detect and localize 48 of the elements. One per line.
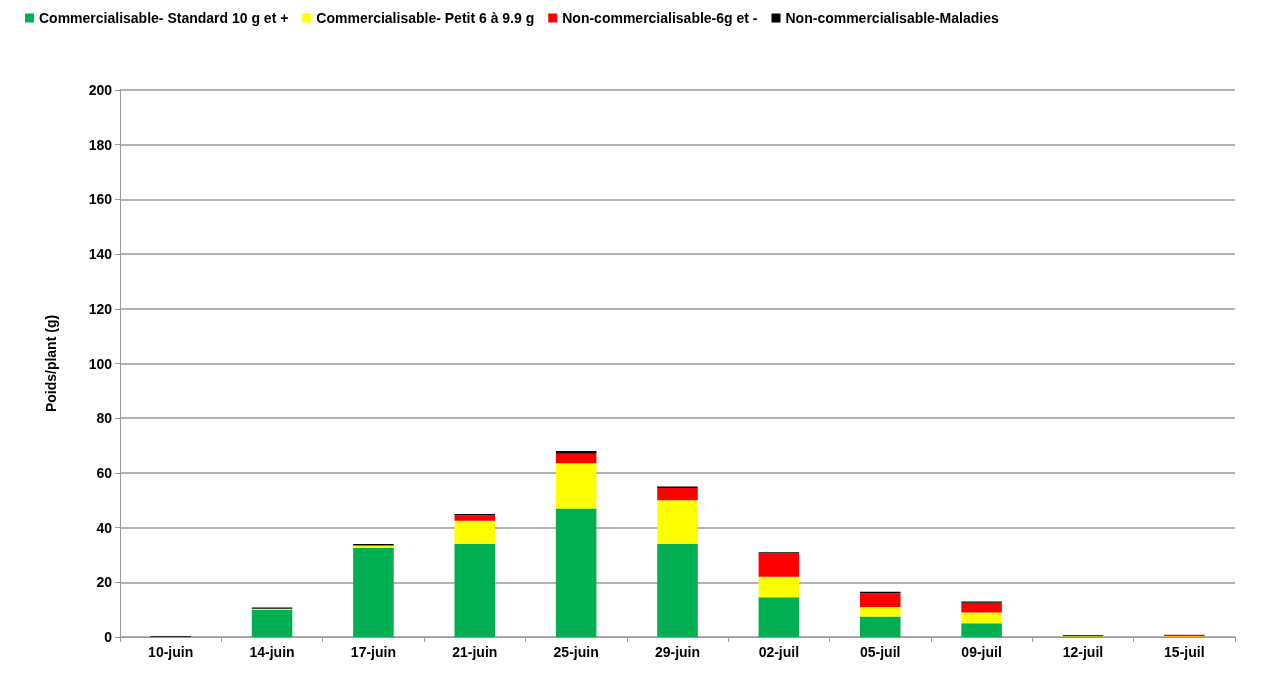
bar — [859, 593, 901, 607]
y-tick-label: 60 — [96, 464, 113, 481]
bar — [555, 451, 597, 454]
legend-label: Commercialisable- Petit 6 à 9.9 g — [316, 10, 535, 26]
y-tick-label: 200 — [88, 82, 113, 98]
bar — [859, 616, 901, 637]
bar — [555, 453, 597, 464]
x-tick-label: 15-juil — [1164, 644, 1205, 660]
bar — [961, 623, 1002, 637]
y-tick-label: 0 — [104, 629, 113, 645]
bar — [251, 609, 293, 637]
bar — [758, 576, 800, 598]
x-tick-label: 21-juin — [452, 644, 498, 660]
bar — [555, 463, 597, 509]
legend-label: Non-commercialisable-Maladies — [785, 10, 999, 26]
x-tick-label: 10-juin — [148, 644, 194, 660]
x-tick-label: 09-juil — [961, 644, 1002, 660]
y-tick-label: 80 — [96, 410, 113, 427]
x-tick-label: 14-juin — [249, 644, 295, 660]
bar — [657, 487, 698, 501]
y-axis-title: Poids/plant (g) — [43, 314, 59, 413]
bar — [758, 597, 800, 637]
y-tick-label: 180 — [88, 136, 113, 153]
y-tick-label: 120 — [88, 300, 113, 317]
x-tick-label: 29-juin — [654, 644, 701, 660]
x-tick-label: 05-juil — [859, 644, 901, 660]
x-tick-label: 12-juil — [1062, 644, 1104, 660]
bar — [454, 515, 496, 521]
y-tick-label: 160 — [88, 191, 113, 208]
bar — [454, 520, 496, 545]
y-tick-label: 100 — [88, 355, 113, 372]
x-tick-label: 02-juil — [758, 644, 800, 660]
bar — [859, 606, 901, 617]
bar — [961, 612, 1002, 624]
legend-label: Non-commercialisable-6g et - — [562, 10, 758, 26]
bar — [353, 548, 394, 637]
x-tick-label: 17-juin — [350, 644, 396, 660]
bar — [758, 553, 800, 577]
bar — [555, 508, 597, 637]
legend-label: Commercialisable- Standard 10 g et + — [39, 10, 289, 26]
bar — [454, 544, 496, 637]
bar — [657, 544, 698, 637]
y-tick-label: 40 — [96, 519, 113, 536]
bar — [961, 602, 1002, 613]
y-tick-label: 140 — [88, 246, 113, 263]
bar — [657, 500, 698, 545]
y-tick-label: 20 — [96, 574, 113, 591]
x-tick-label: 25-juin — [553, 644, 599, 660]
